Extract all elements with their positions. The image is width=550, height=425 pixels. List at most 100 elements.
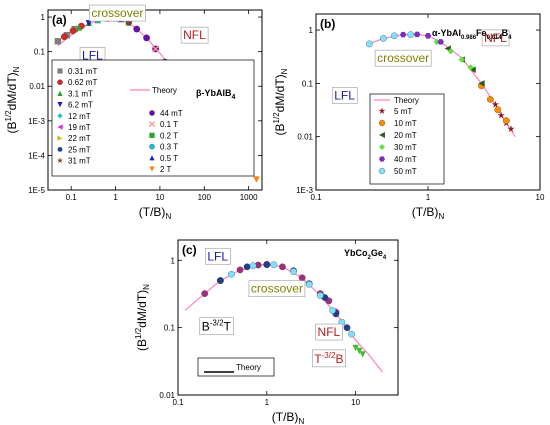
- legend-marker: [378, 119, 386, 127]
- x-tick-label: 1: [426, 193, 431, 202]
- material-mid: Fe: [476, 28, 487, 38]
- material-sub2: 0.014: [487, 35, 503, 41]
- x-tick-label: 0.1: [66, 193, 78, 202]
- data-point: [133, 25, 141, 33]
- annotation-text: T-3/2B: [314, 351, 343, 366]
- y-axis-label-main: (B: [273, 123, 287, 135]
- annotation-box: [312, 349, 346, 368]
- data-point: [60, 33, 68, 41]
- annotation-crossover-label: crossover: [89, 4, 146, 22]
- annotation-crossover-label: crossover: [248, 280, 306, 298]
- annotation-box: [89, 4, 146, 22]
- x-axis-label-sub: N: [165, 212, 171, 221]
- data-point: [343, 324, 351, 331]
- data-point: [366, 40, 373, 48]
- annotation-main: B: [202, 320, 210, 334]
- y-axis-label-sub: N: [280, 68, 289, 74]
- annotation-text: LFL: [82, 48, 103, 62]
- annotation-text: NFL: [318, 325, 341, 339]
- legend-label: 0.62 mT: [68, 78, 97, 87]
- y-tick-label: 0.1: [34, 48, 46, 57]
- annotation-box: [248, 280, 306, 298]
- y-axis-label-main: (B: [5, 121, 19, 133]
- legend-theory-label: Theory: [152, 86, 177, 95]
- y-tick-label: 1: [41, 13, 46, 22]
- legend-marker: [57, 68, 63, 74]
- series-4: [433, 38, 474, 71]
- legend-label: 12 mT: [68, 112, 91, 121]
- x-tick-label: 10: [536, 193, 545, 202]
- legend-panel-b: Theory 5 mT 10 mT 20 mT 30 mT 40 mT 50 mT α-YbA…: [369, 28, 512, 185]
- legend-label: 31 mT: [68, 157, 91, 166]
- data-point: [437, 39, 444, 45]
- annotation-main: NFL: [484, 31, 507, 45]
- panel-label: (b): [320, 17, 335, 31]
- data-point: [424, 33, 432, 39]
- annotation-lfl-label: LFL: [331, 87, 358, 104]
- annotation-main: LFL: [207, 249, 228, 263]
- data-point: [407, 31, 415, 38]
- y-axis-label-rest: dM/dT): [135, 290, 149, 328]
- annotation-lfl-label: LFL: [79, 47, 106, 64]
- annotation-text: LFL: [207, 249, 228, 263]
- panel-3: 0.1 1 100.010.11(T/B)N(B1/2dM/dT)N(c) LFLcr…: [134, 239, 399, 425]
- data-point: [85, 20, 93, 27]
- data-point: [75, 24, 83, 31]
- x-axis-label: (T/B)N: [272, 410, 305, 425]
- plot-frame: [177, 239, 399, 396]
- data-point: [236, 266, 244, 274]
- annotation-main: crossover: [251, 282, 303, 296]
- y-axis-label-sup: 1/2: [272, 112, 281, 124]
- data-point: [279, 263, 286, 271]
- material-label: YbCo2Ge4: [344, 248, 387, 261]
- legend-label: 0.1 T: [160, 120, 178, 129]
- legend-label: 3.1 mT: [68, 89, 93, 98]
- data-point: [478, 80, 485, 87]
- y-axis-label: (B1/2dM/dT)N: [272, 68, 289, 135]
- series-3: [228, 261, 355, 338]
- annotation-text: crossover: [91, 6, 143, 20]
- annotation-text: crossover: [251, 282, 303, 296]
- legend-marker: [57, 102, 63, 108]
- data-point: [458, 56, 465, 63]
- annotation-main: LFL: [334, 88, 355, 102]
- annotation-nfl-label: NFL: [481, 29, 510, 47]
- series-4: [352, 344, 366, 358]
- y-tick-label: 0.01: [297, 133, 313, 142]
- series-1: [491, 100, 515, 132]
- x-axis-label-main: (T/B): [412, 205, 439, 219]
- material-main: β-YbAlB: [196, 88, 232, 98]
- x-tick-label: 0.1: [310, 193, 322, 202]
- legend-marker: [57, 113, 63, 119]
- legend-marker: [57, 90, 63, 96]
- y-axis-label-main: (B: [135, 339, 149, 351]
- material-sub1: 2: [368, 255, 372, 261]
- y-axis-label-sup: 1/2: [134, 327, 143, 339]
- material-sub2: 4: [383, 255, 387, 261]
- legend-label: 25 mT: [68, 145, 91, 154]
- material-main: YbCo: [344, 248, 368, 258]
- legend-label: 50 mT: [394, 167, 417, 176]
- material-mid: Ge: [371, 248, 383, 258]
- annotation-sup: -3/2: [322, 351, 336, 360]
- x-axis-label: (T/B)N: [139, 205, 172, 221]
- data-point: [502, 117, 510, 124]
- legend-label: 44 mT: [160, 109, 183, 118]
- material-end: B: [502, 28, 509, 38]
- annotation-main: crossover: [377, 51, 429, 65]
- legend-marker: [149, 155, 155, 161]
- legend-marker: [57, 124, 63, 130]
- data-point: [290, 268, 297, 275]
- legend-marker: [149, 110, 155, 116]
- annotation-box: [205, 247, 231, 265]
- plot-frame: [47, 9, 263, 191]
- legend-marker: [57, 147, 63, 152]
- annotation-sup: -3/2: [210, 319, 224, 328]
- annotation-box: [199, 317, 234, 336]
- series-2: [60, 22, 85, 41]
- y-tick-label: 0.1: [302, 79, 314, 88]
- annotation-main: crossover: [91, 6, 143, 20]
- data-point: [270, 261, 278, 269]
- annotation-main-2: B: [335, 352, 343, 366]
- annotation-main: T: [314, 352, 322, 366]
